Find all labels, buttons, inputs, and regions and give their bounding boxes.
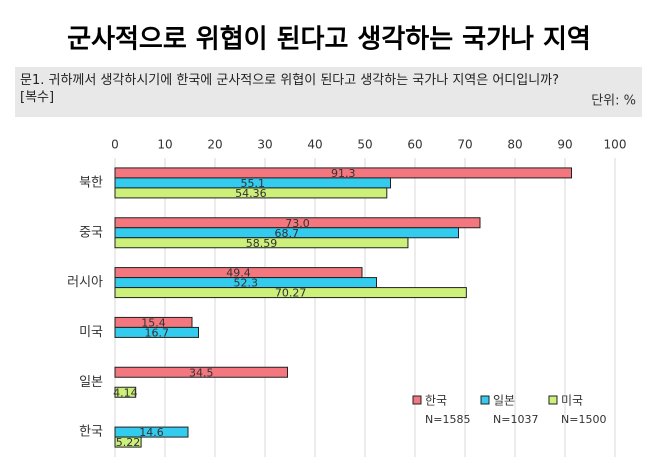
value-label: 5.22 (116, 436, 141, 449)
bar (114, 426, 189, 438)
value-label: 55.1 (241, 177, 266, 190)
value-label: 58.59 (246, 237, 278, 250)
unit-label: 단위: % (591, 94, 636, 109)
value-label: 91.3 (331, 167, 356, 180)
y-tick-label: 북한 (79, 175, 103, 190)
bar (114, 287, 467, 299)
subtitle-box (15, 67, 642, 117)
x-tick-label: 0 (111, 138, 119, 152)
x-tick-label: 50 (357, 138, 372, 152)
value-label: 54.36 (235, 187, 267, 200)
value-label: 52.3 (234, 277, 259, 290)
legend-swatch (412, 395, 422, 405)
x-tick-label: 100 (604, 138, 627, 152)
value-label: 70.27 (275, 287, 307, 300)
value-label: 49.4 (226, 267, 251, 280)
bar (114, 187, 388, 199)
x-tick-label: 40 (307, 138, 322, 152)
x-tick-label: 30 (257, 138, 272, 152)
legend-sample: N=1037 (493, 413, 538, 426)
x-tick-label: 90 (557, 138, 572, 152)
legend-label: 일본 (493, 394, 515, 408)
legend-sample: N=1585 (425, 413, 470, 426)
y-tick-label: 일본 (79, 375, 103, 390)
x-tick-label: 70 (457, 138, 472, 152)
legend-sample: N=1500 (561, 413, 606, 426)
value-label: 34.5 (189, 366, 214, 379)
value-label: 73.0 (285, 217, 310, 230)
legend-swatch (480, 395, 490, 405)
y-tick-label: 미국 (79, 325, 103, 340)
x-tick-label: 10 (157, 138, 172, 152)
legend-swatch (548, 395, 558, 405)
y-tick-label: 중국 (79, 225, 103, 240)
x-tick-label: 20 (207, 138, 222, 152)
bar (114, 366, 288, 378)
x-tick-label: 80 (507, 138, 522, 152)
bar (114, 326, 199, 338)
bar (114, 237, 409, 249)
bar (114, 436, 142, 448)
legend-label: 한국 (425, 394, 447, 408)
value-label: 16.7 (145, 326, 170, 339)
subtitle-wrap: 문1. 귀하께서 생각하시기에 한국에 군사적으로 위협이 된다고 생각하는 국… (20, 73, 560, 105)
y-tick-label: 한국 (79, 425, 103, 440)
value-label: 4.14 (113, 386, 138, 399)
value-label: 15.4 (141, 316, 166, 329)
chart-title: 군사적으로 위협이 된다고 생각하는 국가나 지역 (67, 25, 591, 55)
bar (114, 386, 137, 398)
y-tick-label: 러시아 (67, 275, 103, 290)
value-label: 14.6 (139, 426, 164, 439)
value-label: 68.7 (275, 227, 300, 240)
x-tick-label: 60 (407, 138, 422, 152)
legend-label: 미국 (561, 394, 583, 408)
subtitle: 문1. 귀하께서 생각하시기에 한국에 군사적으로 위협이 된다고 생각하는 국… (20, 73, 560, 105)
